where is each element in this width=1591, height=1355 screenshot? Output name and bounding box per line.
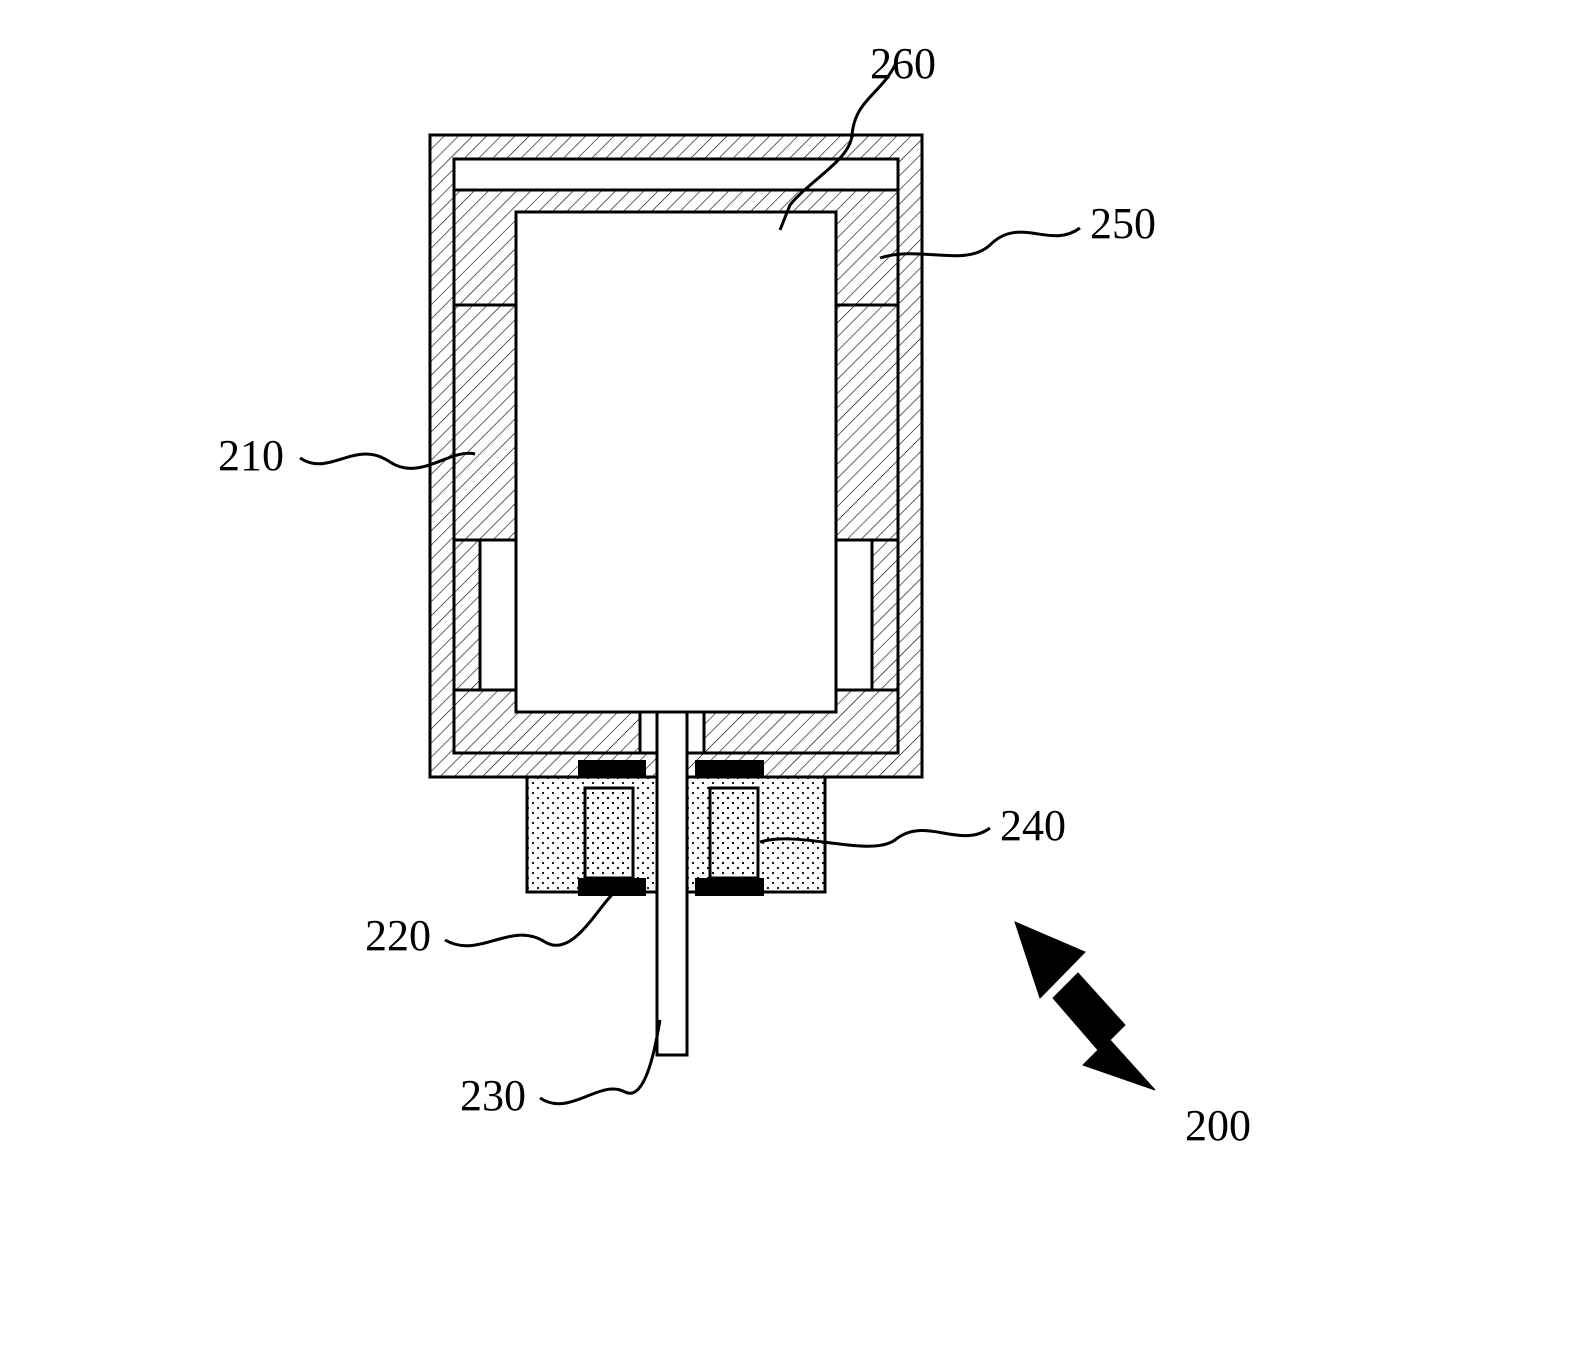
label-240: 240 <box>1000 801 1066 850</box>
label-200: 200 <box>1185 1101 1251 1150</box>
cavity-260 <box>516 212 836 690</box>
label-230: 230 <box>460 1071 526 1120</box>
arrow-200 <box>1015 922 1155 1090</box>
label-250: 250 <box>1090 199 1156 248</box>
shaft-230 <box>657 712 687 1055</box>
slot-240-left <box>585 788 633 878</box>
label-260: 260 <box>870 39 936 88</box>
slot-240-right <box>710 788 758 878</box>
label-220: 220 <box>365 911 431 960</box>
label-210: 210 <box>218 431 284 480</box>
